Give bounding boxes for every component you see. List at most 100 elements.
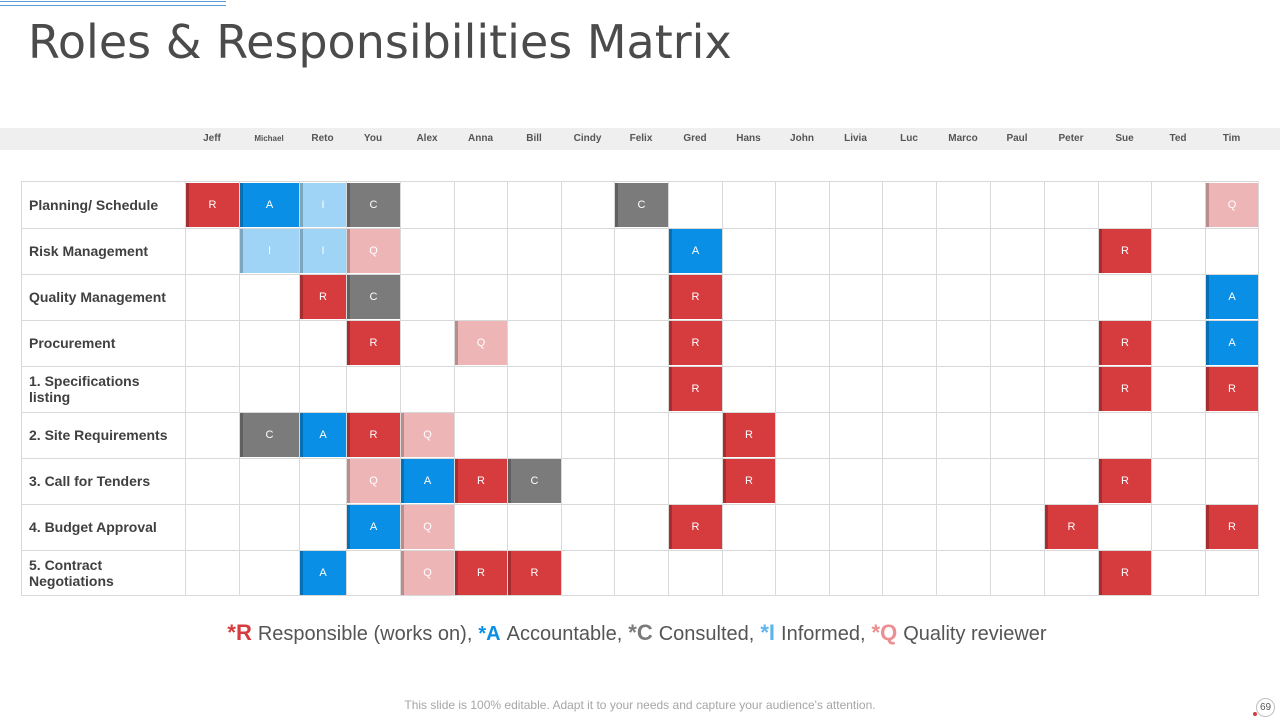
legend-label: Consulted, <box>658 623 755 645</box>
grid-vertical-line <box>829 181 830 596</box>
column-header-tim: Tim <box>1222 133 1241 144</box>
column-header-peter: Peter <box>1058 133 1084 144</box>
grid-vertical-line <box>185 181 186 596</box>
grid-vertical-line <box>1044 181 1045 596</box>
grid-horizontal-line <box>21 458 1259 459</box>
cell-r-gred[interactable]: R <box>669 321 722 365</box>
grid-vertical-line <box>507 181 508 596</box>
cell-r-sue[interactable]: R <box>1099 321 1151 365</box>
column-header-hans: Hans <box>736 133 761 144</box>
row-label: 3. Call for Tenders <box>29 473 151 489</box>
grid-vertical-line <box>561 181 562 596</box>
row-label: Risk Management <box>29 243 149 259</box>
column-header-ted: Ted <box>1169 133 1187 144</box>
legend-key-q: *Q <box>871 620 898 645</box>
cell-q-tim[interactable]: Q <box>1206 183 1258 227</box>
column-header-anna: Anna <box>468 133 493 144</box>
cell-a-tim[interactable]: A <box>1206 321 1258 365</box>
legend-key-r: *R <box>227 620 252 645</box>
cell-a-alex[interactable]: A <box>401 459 454 503</box>
cell-r-you[interactable]: R <box>347 321 400 365</box>
cell-r-bill[interactable]: R <box>508 551 561 595</box>
grid-horizontal-line <box>21 228 1259 229</box>
cell-i-reto[interactable]: I <box>300 229 346 273</box>
grid-vertical-line <box>882 181 883 596</box>
column-header-cindy: Cindy <box>573 133 602 144</box>
grid-vertical-line <box>400 181 401 596</box>
cell-r-jeff[interactable]: R <box>186 183 239 227</box>
cell-r-sue[interactable]: R <box>1099 367 1151 411</box>
grid-vertical-line <box>1098 181 1099 596</box>
column-header-livia: Livia <box>844 133 867 144</box>
grid-horizontal-line <box>21 550 1259 551</box>
grid-vertical-line <box>1151 181 1152 596</box>
grid-horizontal-line <box>21 274 1259 275</box>
cell-c-you[interactable]: C <box>347 183 400 227</box>
cell-c-bill[interactable]: C <box>508 459 561 503</box>
cell-c-felix[interactable]: C <box>615 183 668 227</box>
cell-a-you[interactable]: A <box>347 505 400 549</box>
legend-label: Quality reviewer <box>903 623 1047 645</box>
cell-q-you[interactable]: Q <box>347 229 400 273</box>
cell-i-michael[interactable]: I <box>240 229 299 273</box>
column-header-you: You <box>363 133 383 144</box>
page-marker-dot <box>1253 712 1257 716</box>
grid-vertical-line <box>299 181 300 596</box>
grid-horizontal-line <box>21 504 1259 505</box>
cell-r-tim[interactable]: R <box>1206 367 1258 411</box>
cell-a-reto[interactable]: A <box>300 413 346 457</box>
legend-label: Responsible (works on), <box>257 623 473 645</box>
cell-q-alex[interactable]: Q <box>401 551 454 595</box>
cell-q-you[interactable]: Q <box>347 459 400 503</box>
cell-r-anna[interactable]: R <box>455 551 507 595</box>
cell-i-reto[interactable]: I <box>300 183 346 227</box>
cell-r-sue[interactable]: R <box>1099 229 1151 273</box>
cell-r-hans[interactable]: R <box>723 459 775 503</box>
column-header-alex: Alex <box>416 133 438 144</box>
grid-vertical-line <box>239 181 240 596</box>
cell-a-tim[interactable]: A <box>1206 275 1258 319</box>
cell-a-reto[interactable]: A <box>300 551 346 595</box>
grid-vertical-line <box>1205 181 1206 596</box>
cell-r-tim[interactable]: R <box>1206 505 1258 549</box>
legend-key-c: *C <box>628 620 653 645</box>
footnote: This slide is 100% editable. Adapt it to… <box>404 698 876 712</box>
grid-vertical-line <box>936 181 937 596</box>
grid-vertical-line <box>990 181 991 596</box>
row-label: Procurement <box>29 335 116 351</box>
cell-c-you[interactable]: C <box>347 275 400 319</box>
column-header-michael: Michael <box>254 134 284 143</box>
cell-q-anna[interactable]: Q <box>455 321 507 365</box>
cell-r-gred[interactable]: R <box>669 275 722 319</box>
cell-q-alex[interactable]: Q <box>401 505 454 549</box>
grid-horizontal-line <box>21 320 1259 321</box>
grid-vertical-line <box>775 181 776 596</box>
cell-q-alex[interactable]: Q <box>401 413 454 457</box>
cell-a-gred[interactable]: A <box>669 229 722 273</box>
cell-r-sue[interactable]: R <box>1099 551 1151 595</box>
grid-horizontal-line <box>21 366 1259 367</box>
cell-c-michael[interactable]: C <box>240 413 299 457</box>
row-label: Quality Management <box>29 289 166 305</box>
cell-r-reto[interactable]: R <box>300 275 346 319</box>
cell-r-anna[interactable]: R <box>455 459 507 503</box>
top-accent-lines <box>0 0 226 7</box>
cell-r-hans[interactable]: R <box>723 413 775 457</box>
grid-vertical-line <box>614 181 615 596</box>
legend: *R Responsible (works on), *A Accountable, *… <box>0 620 1280 646</box>
grid-vertical-line <box>1258 181 1259 596</box>
cell-r-sue[interactable]: R <box>1099 459 1151 503</box>
row-label: 2. Site Requirements <box>29 427 168 443</box>
cell-r-gred[interactable]: R <box>669 367 722 411</box>
cell-a-michael[interactable]: A <box>240 183 299 227</box>
row-label: 4. Budget Approval <box>29 519 157 535</box>
accent-line <box>0 5 226 6</box>
cell-r-you[interactable]: R <box>347 413 400 457</box>
accent-line <box>0 1 226 2</box>
grid-horizontal-line <box>21 412 1259 413</box>
legend-label: Informed, <box>781 623 866 645</box>
cell-r-gred[interactable]: R <box>669 505 722 549</box>
row-label: 5. Contract Negotiations <box>29 557 114 589</box>
legend-label: Accountable, <box>506 623 623 645</box>
cell-r-peter[interactable]: R <box>1045 505 1098 549</box>
